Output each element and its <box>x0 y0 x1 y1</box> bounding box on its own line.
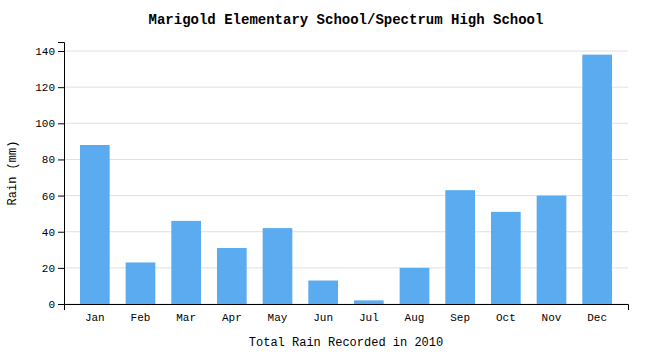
y-tick: 40 <box>42 227 64 239</box>
title: Marigold Elementary School/Spectrum High… <box>149 12 544 28</box>
bar <box>491 212 521 304</box>
y-tick-mark <box>58 51 64 52</box>
grid-line <box>64 123 628 124</box>
y-tick-mark <box>58 268 64 269</box>
grid <box>64 51 628 304</box>
x-axis: Jan Feb Mar Apr May Jun Jul Aug Sep Oct Nov Dec <box>65 305 629 324</box>
x-tick-label: Jun <box>313 312 333 324</box>
x-tick: Jul <box>359 312 379 324</box>
bar <box>171 221 201 304</box>
x-tick-label: Sep <box>450 312 470 324</box>
y-tick-mark <box>58 304 64 305</box>
y-tick-label: 20 <box>42 263 55 275</box>
y-tick-label: 140 <box>35 46 55 58</box>
y-tick: 20 <box>42 263 64 275</box>
chart-container: 0 20 40 60 80 100 120 140 Jan Feb Mar Apr May Jun Jul A… <box>0 0 650 360</box>
bars <box>80 55 612 304</box>
bar <box>400 268 430 304</box>
x-tick-label: Jul <box>359 312 379 324</box>
y-tick-label: 80 <box>42 154 55 166</box>
x-tick-label: Mar <box>176 312 196 324</box>
y-axis-line <box>58 43 65 305</box>
x-tick: Nov <box>542 312 562 324</box>
bar <box>126 262 156 304</box>
x-tick-label: Nov <box>542 312 562 324</box>
x-tick-label: May <box>268 312 288 324</box>
chart-svg: 0 20 40 60 80 100 120 140 Jan Feb Mar Apr May Jun Jul A… <box>0 0 650 360</box>
x-tick: Sep <box>450 312 470 324</box>
y-axis: 0 20 40 60 80 100 120 140 <box>35 43 64 312</box>
grid-line <box>64 159 628 160</box>
y-tick-label: 60 <box>42 191 55 203</box>
y-tick: 140 <box>35 46 64 58</box>
x-tick-label: Aug <box>405 312 425 324</box>
x-tick: May <box>268 312 288 324</box>
x-tick-label: Feb <box>131 312 151 324</box>
y-tick-mark <box>58 196 64 197</box>
x-tick-label: Apr <box>222 312 242 324</box>
bar <box>354 300 384 304</box>
y-tick: 120 <box>35 82 64 94</box>
y-axis-title: Rain (mm) <box>6 141 20 206</box>
y-tick-label: 120 <box>35 82 55 94</box>
y-tick-mark <box>58 87 64 88</box>
grid-line <box>64 87 628 88</box>
x-tick-label: Oct <box>496 312 516 324</box>
x-tick-label: Dec <box>587 312 607 324</box>
y-tick: 80 <box>42 154 64 166</box>
x-tick: Mar <box>176 312 196 324</box>
plot-area: 0 20 40 60 80 100 120 140 Jan Feb Mar Apr May Jun Jul A… <box>35 43 628 324</box>
x-tick: Oct <box>496 312 516 324</box>
y-tick-label: 0 <box>48 299 55 311</box>
bar <box>582 55 612 304</box>
bar <box>537 196 567 304</box>
x-tick-label: Jan <box>85 312 105 324</box>
y-tick: 60 <box>42 191 64 203</box>
x-tick: Apr <box>222 312 242 324</box>
x-tick: Aug <box>405 312 425 324</box>
x-axis-line <box>65 305 629 311</box>
y-tick-mark <box>58 123 64 124</box>
y-tick-mark <box>58 159 64 160</box>
y-tick: 0 <box>48 299 64 311</box>
bar <box>263 228 293 304</box>
x-tick: Dec <box>587 312 607 324</box>
x-tick: Jun <box>313 312 333 324</box>
bar <box>80 145 110 304</box>
x-axis-title: Total Rain Recorded in 2010 <box>249 336 443 350</box>
x-tick: Feb <box>131 312 151 324</box>
y-tick-label: 100 <box>35 118 55 130</box>
y-tick-mark <box>58 232 64 233</box>
bar <box>308 281 338 304</box>
y-tick: 100 <box>35 118 64 130</box>
y-tick-label: 40 <box>42 227 55 239</box>
bar <box>217 248 247 304</box>
x-tick: Jan <box>85 312 105 324</box>
grid-line <box>64 51 628 52</box>
bar <box>445 190 475 304</box>
